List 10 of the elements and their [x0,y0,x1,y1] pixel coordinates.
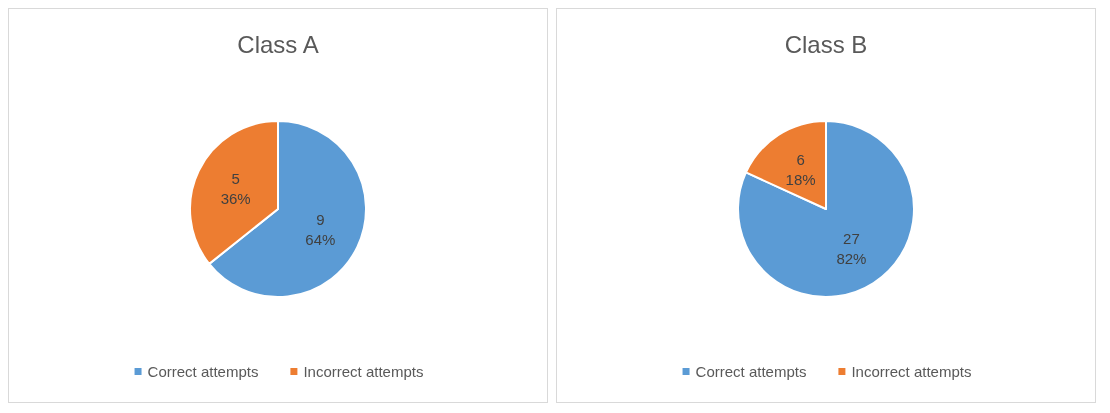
data-label: 6 18% [785,150,816,188]
data-label: 5 36% [220,170,251,208]
legend-label: Correct attempts [147,363,259,380]
legend-label: Incorrect attempts [303,363,424,380]
chart-title: Class A [237,30,319,58]
data-label: 27 82% [836,230,867,268]
legend-label: Incorrect attempts [851,363,972,380]
chart-title: Class B [784,30,868,58]
legend-label: Correct attempts [695,363,807,380]
data-label: 9 64% [305,210,336,248]
